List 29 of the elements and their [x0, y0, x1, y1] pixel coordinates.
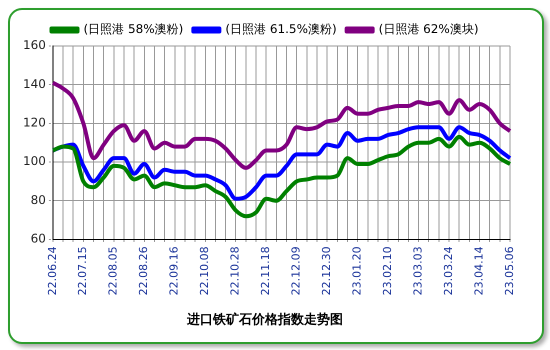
- x-tick-label: 22.12.30: [320, 246, 334, 296]
- x-tick-label: 23.03.03: [411, 246, 424, 296]
- line-series: [50, 134, 512, 218]
- x-tick-label: 23.03.24: [442, 246, 455, 296]
- line-series: [50, 125, 512, 201]
- x-tick-label: 22.09.16: [168, 246, 181, 296]
- y-tick-label: 120: [23, 115, 46, 130]
- x-tick-label: 23.02.10: [380, 246, 394, 296]
- x-tick-label: 22.07.15: [76, 246, 90, 296]
- text: 进口铁矿石价格指数走势图: [186, 312, 343, 328]
- x-tick-label: 23.01.20: [350, 246, 364, 296]
- legend-label: (日照港 58%澳粉): [84, 22, 184, 36]
- x-tick-label: 23.05.06: [502, 246, 516, 296]
- y-tick-label: 140: [23, 76, 46, 91]
- y-tick-label: 60: [30, 232, 46, 246]
- x-tick-label: 22.10.08: [198, 246, 212, 296]
- line-series: [50, 80, 512, 170]
- x-tick-label: 22.10.28: [228, 246, 242, 296]
- x-tick-label: 23.04.14: [472, 246, 486, 296]
- y-tick-label: 80: [30, 192, 46, 207]
- x-tick-label: 22.06.24: [46, 246, 59, 296]
- legend-label: (日照港 61.5%澳粉): [225, 22, 337, 36]
- x-tick-label: 22.12.09: [290, 246, 303, 296]
- y-tick-label: 100: [23, 154, 46, 168]
- x-tick-label: 22.08.05: [106, 246, 120, 296]
- legend-label: (日照港 62%澳块): [378, 22, 479, 36]
- x-tick-label: 22.08.26: [137, 246, 150, 296]
- x-tick-label: 22.11.18: [259, 246, 272, 296]
- y-tick-label: 160: [23, 38, 46, 52]
